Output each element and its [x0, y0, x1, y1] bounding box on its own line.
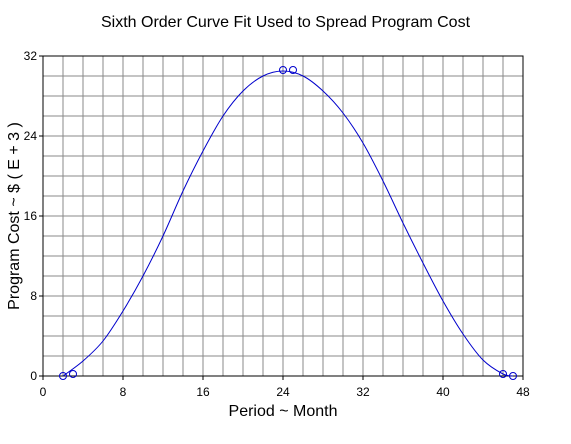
y-tick-label: 32 — [24, 49, 38, 63]
grid-lines — [43, 56, 523, 376]
x-tick-label: 32 — [356, 385, 370, 399]
tick-labels: 0 8 16 24 32 40 48 0 8 16 24 32 — [24, 49, 530, 399]
data-markers — [59, 66, 517, 380]
x-tick-label: 40 — [436, 385, 450, 399]
x-tick-label: 16 — [196, 385, 210, 399]
data-point-marker — [289, 66, 297, 74]
y-tick-label: 8 — [30, 289, 37, 303]
x-axis-label: Period ~ Month — [228, 403, 338, 420]
chart-title: Sixth Order Curve Fit Used to Spread Pro… — [100, 14, 471, 31]
y-axis-label: Program Cost ~ $ ( E + 3 ) — [6, 122, 23, 310]
data-point-marker — [59, 372, 67, 380]
x-tick-label: 8 — [120, 385, 127, 399]
x-tick-label: 0 — [40, 385, 47, 399]
y-tick-label: 0 — [30, 369, 37, 383]
series-curve — [62, 70, 514, 377]
data-point-marker — [279, 66, 287, 74]
x-tick-label: 48 — [516, 385, 530, 399]
data-point-marker — [69, 370, 77, 378]
x-tick-label: 24 — [276, 385, 290, 399]
y-tick-label: 16 — [24, 209, 38, 223]
y-tick-label: 24 — [24, 129, 38, 143]
data-point-marker — [509, 372, 517, 380]
data-point-marker — [499, 370, 507, 378]
